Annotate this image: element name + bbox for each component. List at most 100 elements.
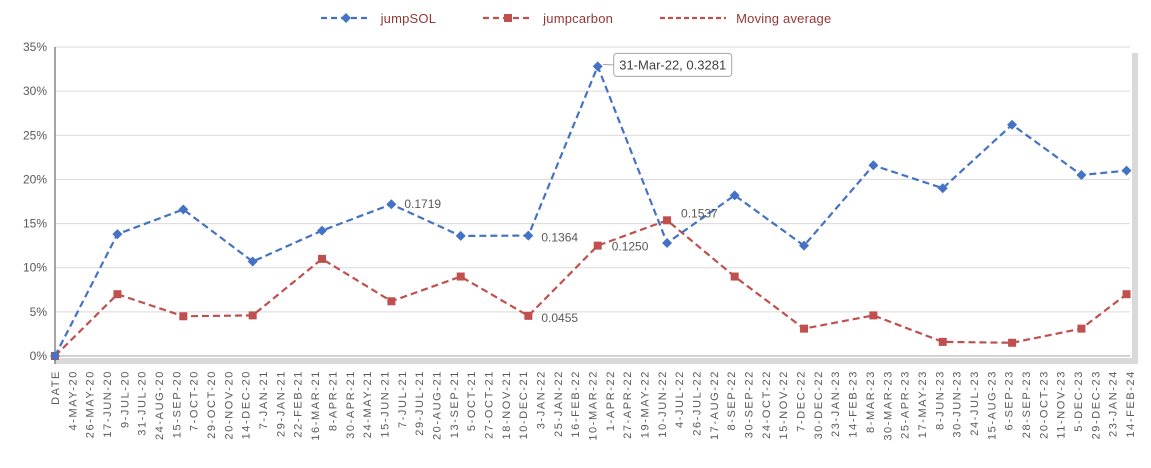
legend-label: Moving average — [736, 10, 832, 26]
x-tick-label: 30-DEC-22 — [813, 370, 825, 439]
x-tick-label: 7-JAN-21 — [258, 370, 270, 429]
x-tick-label: 8-MAR-23 — [865, 370, 877, 433]
point-annotation: 0.1250 — [612, 240, 649, 254]
x-tick-label: 25-APR-23 — [900, 370, 912, 439]
legend-diamond-marker — [340, 13, 351, 23]
diamond-marker — [1007, 119, 1018, 130]
x-tick-label: 20-AUG-21 — [431, 370, 443, 440]
x-tick-label: 1-APR-22 — [605, 370, 617, 431]
callout-annotation: 31-Mar-22, 0.3281 — [602, 52, 733, 77]
diamond-marker — [317, 225, 328, 236]
legend-item-jumpsol[interactable]: jumpSOL — [320, 11, 437, 26]
x-tick-label: 10-MAR-22 — [588, 370, 600, 441]
x-tick-label: 16-MAR-21 — [310, 370, 322, 441]
x-tick-label: 17-AUG-22 — [709, 370, 721, 440]
square-marker — [248, 311, 257, 320]
diamond-marker — [799, 240, 810, 251]
x-tick-label: 26-MAY-20 — [85, 370, 97, 438]
x-tick-label: 31-JUL-20 — [137, 370, 149, 436]
square-marker — [113, 290, 122, 299]
x-tick-label: 24-JUL-23 — [969, 370, 981, 436]
legend-item-jumpcarbon[interactable]: jumpcarbon — [482, 11, 613, 26]
square-marker — [938, 337, 947, 346]
square-marker — [800, 324, 809, 333]
callout-text: 31-Mar-22, 0.3281 — [619, 57, 726, 72]
y-tick-label: 5% — [30, 305, 48, 319]
diamond-marker — [112, 229, 123, 240]
x-tick-label: 27-OCT-21 — [483, 370, 495, 439]
legend-label: jumpcarbon — [543, 10, 614, 26]
series-jumpsol — [50, 61, 1132, 361]
square-marker — [1008, 338, 1017, 347]
legend-label: jumpSOL — [380, 10, 437, 26]
x-tick-label: 15-NOV-22 — [778, 370, 790, 439]
x-tick-label: 4-MAY-20 — [67, 370, 79, 431]
x-tick-label: 23-JAN-23 — [830, 370, 842, 437]
square-marker — [663, 216, 672, 225]
x-tick-label: 30-SEP-22 — [744, 370, 756, 438]
point-annotation: 0.1719 — [404, 197, 441, 211]
y-tick-label: 10% — [23, 261, 47, 275]
diamond-marker — [50, 351, 60, 361]
y-tick-label: 15% — [23, 217, 47, 231]
x-tick-label: 29-DEC-23 — [1090, 370, 1102, 439]
x-tick-label: 14-DEC-20 — [241, 370, 253, 439]
diamond-marker — [386, 199, 397, 210]
legend-sample — [483, 14, 534, 22]
x-tick-label: 4-JUL-22 — [674, 370, 686, 428]
plot-shadow-bottom — [55, 358, 1138, 364]
x-tick-label: 8-APR-21 — [327, 370, 339, 431]
series-line — [54, 63, 1127, 357]
square-marker — [456, 272, 465, 281]
x-tick-label: 13-SEP-21 — [449, 370, 461, 438]
x-tick-label: 15-JUN-21 — [379, 370, 391, 438]
square-marker — [179, 312, 188, 321]
square-marker — [387, 297, 396, 306]
legend-item-moving-average[interactable]: Moving average — [659, 11, 831, 26]
x-tick-label: 17-JUN-20 — [102, 370, 114, 438]
plot-shadow-right — [1132, 53, 1138, 364]
y-tick-label: 35% — [23, 40, 47, 54]
point-annotation: 0.0455 — [541, 311, 578, 325]
x-tick-label: 30-MAR-23 — [882, 370, 894, 441]
x-tick-label: 3-JAN-22 — [535, 370, 547, 429]
x-tick-label: 5-DEC-23 — [1073, 370, 1085, 432]
x-tick-label: 8-JUN-23 — [934, 370, 946, 430]
x-tick-label: 23-JAN-24 — [1108, 370, 1120, 437]
x-tick-label: 24-OCT-22 — [761, 370, 773, 439]
square-marker — [730, 272, 739, 281]
x-tick-label: DATE — [50, 370, 62, 405]
square-marker — [869, 311, 878, 320]
x-tick-label: 30-APR-21 — [345, 370, 357, 439]
diamond-marker — [178, 204, 189, 215]
diamond-marker — [1121, 165, 1132, 176]
x-tick-label: 27-APR-22 — [622, 370, 634, 439]
x-tick-label: 19-MAY-22 — [640, 370, 652, 438]
square-marker — [1122, 290, 1131, 299]
legend-sample — [660, 16, 727, 20]
x-tick-label: 10-JUN-22 — [657, 370, 669, 438]
x-tick-label: 29-JAN-21 — [275, 370, 287, 437]
y-tick-label: 30% — [23, 84, 47, 98]
x-tick-label: 10-DEC-21 — [518, 370, 530, 439]
square-marker — [318, 254, 327, 263]
y-tick-label: 0% — [30, 349, 48, 363]
x-tick-label: 24-MAY-21 — [362, 370, 374, 438]
series-line — [54, 219, 1128, 357]
x-tick-label: 5-OCT-21 — [466, 370, 478, 431]
legend-sample — [320, 13, 371, 23]
x-tick-label: 20-OCT-23 — [1038, 370, 1050, 439]
diamond-marker — [455, 230, 466, 241]
x-tick-label: 7-OCT-20 — [189, 370, 201, 431]
square-marker — [1077, 324, 1086, 333]
diamond-marker — [592, 61, 603, 72]
x-tick-label: 24-AUG-20 — [154, 370, 166, 440]
x-tick-label: 22-FEB-21 — [293, 370, 305, 438]
diamond-marker — [729, 190, 740, 201]
x-tick-label: 11-NOV-23 — [1056, 370, 1068, 439]
x-tick-label: 29-JUL-21 — [414, 370, 426, 436]
x-tick-label: 16-FEB-22 — [570, 370, 582, 438]
x-tick-label: 17-MAY-23 — [917, 370, 929, 438]
